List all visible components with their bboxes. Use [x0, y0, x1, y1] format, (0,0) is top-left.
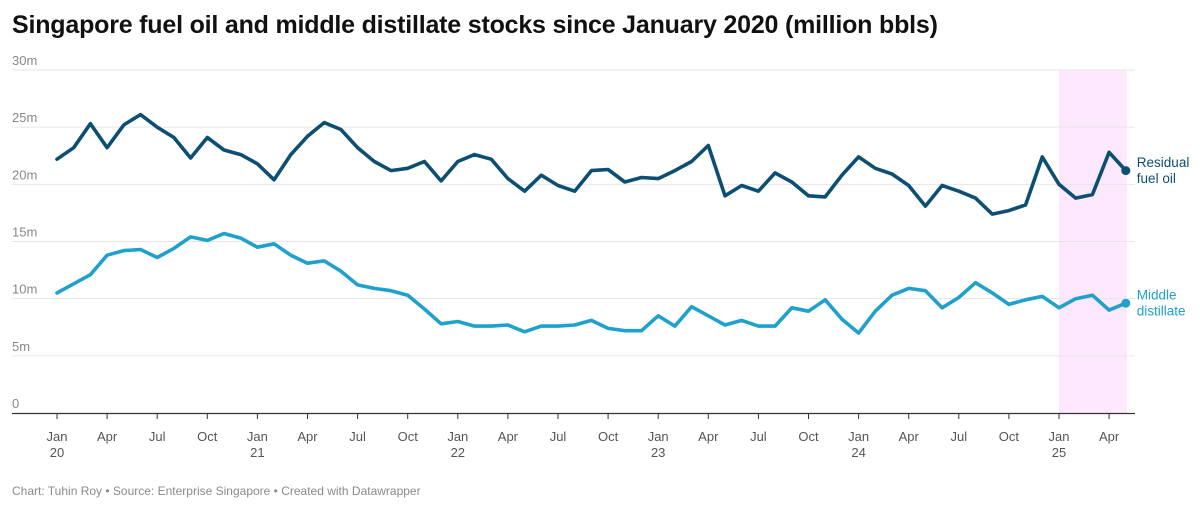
- x-tick-label: Jan: [848, 429, 869, 444]
- series-label: distillate: [1137, 304, 1186, 319]
- x-tick-label: Apr: [1099, 429, 1120, 444]
- x-tick-label: Jul: [349, 429, 366, 444]
- series-label: fuel oil: [1137, 171, 1176, 186]
- series-label: Residual: [1137, 155, 1190, 170]
- y-axis-labels: 0 5m 10m 15m 20m 25m 30m: [12, 53, 37, 411]
- x-tick-year-label: 21: [250, 445, 264, 460]
- x-tick-label: Oct: [999, 429, 1020, 444]
- y-tick-label: 20m: [12, 167, 37, 182]
- x-tick-year-label: 25: [1052, 445, 1066, 460]
- y-tick-label: 15m: [12, 225, 37, 240]
- x-tick-label: Apr: [97, 429, 118, 444]
- series-line-residual-fuel-oil: [55, 112, 1128, 216]
- y-tick-label: 10m: [12, 282, 37, 297]
- x-tick-label: Jul: [550, 429, 567, 444]
- x-tick-year-label: 23: [651, 445, 665, 460]
- x-tick-label: Apr: [297, 429, 318, 444]
- y-tick-label: 0: [12, 396, 19, 411]
- x-tick-label: Jan: [447, 429, 468, 444]
- x-tick-label: Apr: [899, 429, 920, 444]
- x-tick-label: Jul: [750, 429, 767, 444]
- series-end-dot: [1121, 166, 1131, 176]
- x-tick-label: Jul: [950, 429, 967, 444]
- x-tick-label: Jan: [648, 429, 669, 444]
- y-tick-label: 25m: [12, 110, 37, 125]
- x-tick-label: Oct: [398, 429, 419, 444]
- x-tick-year-label: 24: [851, 445, 865, 460]
- x-tick-label: Jan: [1049, 429, 1070, 444]
- chart-footer: Chart: Tuhin Roy • Source: Enterprise Si…: [12, 484, 421, 498]
- series-label: Middle: [1137, 288, 1177, 303]
- series-end-dot: [1121, 298, 1131, 308]
- x-tick-year-label: 20: [50, 445, 64, 460]
- x-tick-label: Jan: [47, 429, 68, 444]
- x-tick-label: Oct: [197, 429, 218, 444]
- x-tick-label: Apr: [698, 429, 719, 444]
- x-tick-label: Oct: [798, 429, 819, 444]
- gridlines: [12, 69, 1135, 357]
- chart-title: Singapore fuel oil and middle distillate…: [12, 11, 938, 39]
- x-tick-label: Apr: [498, 429, 519, 444]
- x-tick-label: Jan: [247, 429, 268, 444]
- y-tick-label: 30m: [12, 53, 37, 68]
- y-tick-label: 5m: [12, 339, 30, 354]
- x-tick-label: Jul: [149, 429, 166, 444]
- series-lines: [55, 112, 1131, 335]
- x-tick-label: Oct: [598, 429, 619, 444]
- series-line-middle-distillate: [55, 231, 1128, 335]
- x-tick-year-label: 22: [451, 445, 465, 460]
